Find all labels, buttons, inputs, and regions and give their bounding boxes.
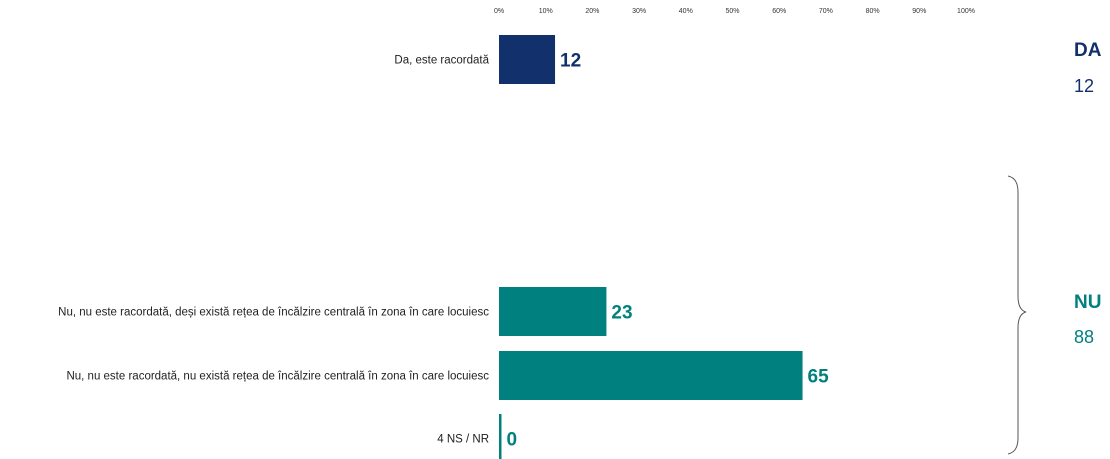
x-tick-label: 60% <box>772 8 786 15</box>
x-tick-label: 30% <box>632 8 646 15</box>
value-label: 23 <box>611 303 632 324</box>
bar <box>499 414 502 459</box>
x-tick-label: 80% <box>866 8 880 15</box>
x-tick-label: 10% <box>539 8 553 15</box>
x-tick-label: 70% <box>819 8 833 15</box>
category-label: Da, este racordată <box>394 55 489 67</box>
x-tick-label: 50% <box>725 8 739 15</box>
bar <box>499 35 556 84</box>
x-tick-label: 100% <box>957 8 975 15</box>
bar <box>499 351 803 400</box>
nu-summary-label: NU <box>1074 292 1102 313</box>
da-summary-value: 12 <box>1074 76 1095 96</box>
x-axis-ticks: 0% 10% 20% 30% 40% 50% 60% 70% 80% 90% 100% <box>494 8 975 15</box>
category-label: Nu, nu este racordată, nu există rețea d… <box>66 371 489 383</box>
value-label: 0 <box>507 430 518 451</box>
nu-group-brace <box>1007 175 1027 455</box>
x-tick-label: 40% <box>679 8 693 15</box>
da-summary-label: DA <box>1074 40 1102 61</box>
value-label: 12 <box>560 51 581 72</box>
bars: Da, este racordată 12 Nu, nu este racordat… <box>58 35 829 459</box>
x-tick-label: 20% <box>585 8 599 15</box>
bar <box>499 287 607 336</box>
category-label: 4 NS / NR <box>437 434 489 446</box>
category-label: Nu, nu este racordată, deși există rețea… <box>58 307 489 319</box>
nu-summary-value: 88 <box>1074 327 1095 347</box>
value-label: 65 <box>808 367 830 388</box>
x-tick-label: 90% <box>912 8 926 15</box>
x-tick-label: 0% <box>494 8 504 15</box>
